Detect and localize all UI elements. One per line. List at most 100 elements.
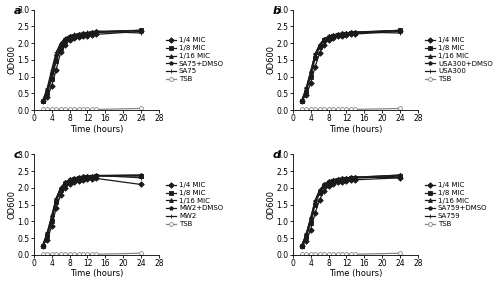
Line: SA75: SA75 [40, 29, 143, 103]
1/8 MIC [334, 34, 340, 37]
Line: SA759+DMSO: SA759+DMSO [300, 173, 402, 247]
MW2+DMSO [66, 178, 72, 181]
TSB [298, 252, 304, 256]
SA75+DMSO [48, 72, 54, 75]
SA75 [48, 68, 54, 72]
1/16 MIC [66, 178, 72, 182]
Line: MW2+DMSO: MW2+DMSO [40, 173, 143, 247]
1/8 MIC [308, 75, 314, 78]
Line: TSB: TSB [40, 106, 143, 111]
1/4 MIC [316, 51, 322, 55]
1/8 MIC [316, 191, 322, 195]
MW2 [48, 215, 54, 218]
1/16 MIC [80, 176, 86, 179]
SA75+DMSO [84, 31, 90, 34]
TSB [334, 108, 340, 111]
1/4 MIC [308, 228, 314, 231]
1/4 MIC [339, 34, 345, 37]
1/4 MIC [348, 179, 354, 182]
Line: TSB: TSB [40, 251, 143, 256]
1/8 MIC [89, 32, 95, 35]
1/4 MIC [48, 225, 54, 228]
TSB [312, 252, 318, 256]
1/4 MIC [348, 33, 354, 36]
Line: 1/8 MIC: 1/8 MIC [300, 28, 402, 103]
1/8 MIC [348, 32, 354, 35]
1/4 MIC [344, 33, 349, 37]
1/16 MIC [326, 35, 332, 39]
USA300+DMSO [348, 31, 354, 34]
MW2+DMSO [71, 176, 77, 180]
1/4 MIC [330, 36, 336, 39]
SA759 [326, 179, 332, 183]
1/16 MIC [66, 35, 72, 39]
Y-axis label: OD600: OD600 [7, 45, 16, 74]
SA759+DMSO [303, 232, 309, 236]
TSB [339, 108, 345, 111]
MW2 [94, 174, 100, 177]
1/8 MIC [344, 178, 349, 181]
X-axis label: Time (hours): Time (hours) [328, 270, 382, 278]
Line: MW2: MW2 [40, 174, 143, 247]
SA759 [321, 183, 327, 186]
X-axis label: Time (hours): Time (hours) [70, 270, 123, 278]
SA759 [339, 176, 345, 180]
MW2 [76, 176, 82, 179]
1/4 MIC [44, 96, 50, 99]
SA759 [308, 216, 314, 220]
SA75 [71, 33, 77, 36]
SA759+DMSO [352, 176, 358, 179]
USA300+DMSO [397, 29, 403, 32]
1/4 MIC [298, 244, 304, 247]
TSB [312, 108, 318, 111]
SA75 [53, 51, 59, 54]
1/4 MIC [44, 238, 50, 241]
MW2+DMSO [48, 215, 54, 218]
TSB [48, 252, 54, 256]
SA75 [84, 31, 90, 34]
SA759+DMSO [330, 178, 336, 181]
USA300 [352, 30, 358, 34]
TSB [397, 107, 403, 110]
USA300+DMSO [334, 32, 340, 36]
1/16 MIC [58, 45, 64, 48]
USA300 [397, 31, 403, 35]
1/4 MIC [344, 179, 349, 183]
TSB [44, 108, 50, 111]
SA759 [352, 176, 358, 179]
SA759 [316, 189, 322, 192]
1/8 MIC [40, 99, 46, 103]
SA75 [89, 30, 95, 33]
1/16 MIC [84, 175, 90, 178]
1/4 MIC [76, 35, 82, 39]
USA300 [330, 33, 336, 37]
USA300 [344, 31, 349, 35]
MW2+DMSO [53, 197, 59, 200]
1/16 MIC [62, 38, 68, 41]
MW2+DMSO [89, 174, 95, 178]
1/8 MIC [303, 90, 309, 93]
1/8 MIC [44, 92, 50, 95]
SA75 [44, 87, 50, 90]
MW2 [89, 174, 95, 178]
MW2 [58, 186, 64, 189]
1/8 MIC [58, 46, 64, 50]
1/16 MIC [89, 174, 95, 178]
TSB [397, 252, 403, 255]
SA75+DMSO [53, 53, 59, 57]
1/16 MIC [138, 174, 144, 177]
Text: a: a [14, 5, 21, 16]
1/16 MIC [303, 88, 309, 92]
1/8 MIC [397, 29, 403, 32]
Line: TSB: TSB [300, 251, 402, 256]
1/8 MIC [138, 174, 144, 178]
1/4 MIC [89, 177, 95, 181]
1/4 MIC [71, 36, 77, 40]
SA75 [66, 34, 72, 37]
MW2 [84, 174, 90, 178]
1/4 MIC [312, 65, 318, 68]
TSB [76, 108, 82, 111]
TSB [316, 252, 322, 256]
MW2+DMSO [80, 175, 86, 178]
MW2 [71, 176, 77, 180]
